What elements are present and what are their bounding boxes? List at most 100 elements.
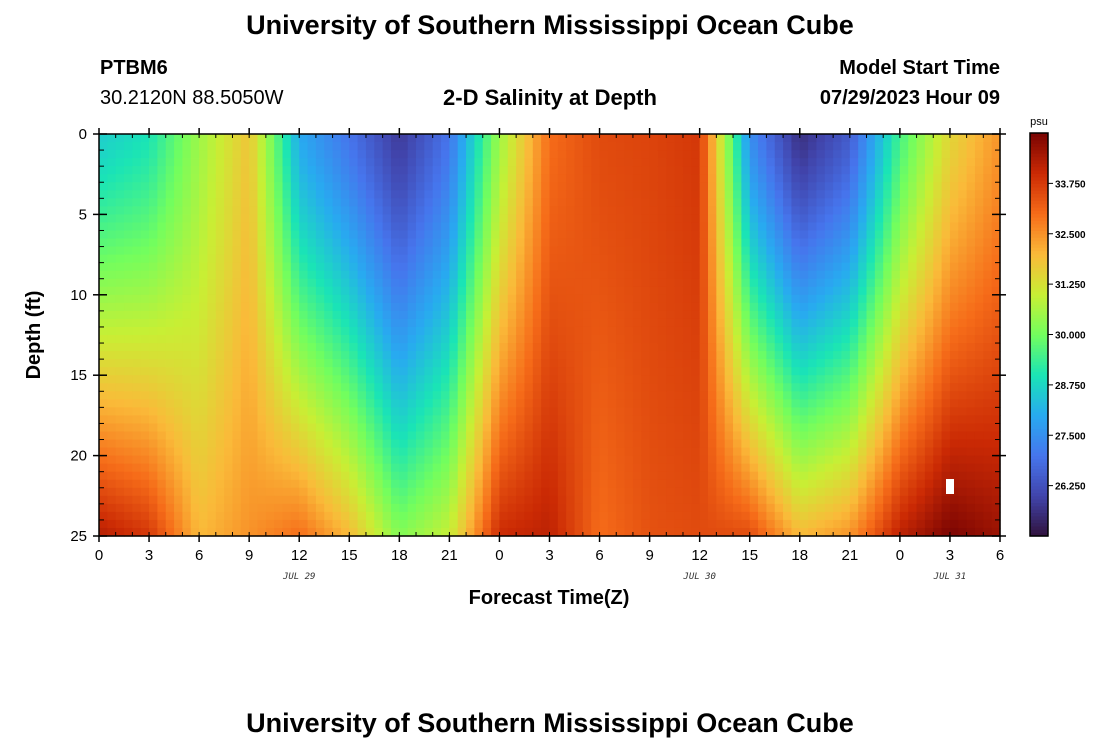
- heatmap-cell: [274, 487, 284, 497]
- heatmap-cell: [124, 455, 133, 465]
- heatmap-cell: [215, 343, 225, 352]
- heatmap-cell: [908, 270, 918, 280]
- heatmap-cell: [107, 463, 117, 473]
- heatmap-cell: [657, 286, 667, 296]
- heatmap-cell: [390, 471, 400, 481]
- heatmap-cell: [808, 318, 818, 328]
- heatmap-cell: [307, 375, 317, 384]
- heatmap-cell: [499, 278, 509, 288]
- heatmap-cell: [190, 294, 200, 304]
- heatmap-cell: [591, 431, 601, 441]
- heatmap-cell: [374, 150, 384, 159]
- heatmap-cell: [482, 262, 492, 272]
- heatmap-cell: [349, 487, 359, 497]
- heatmap-cell: [365, 335, 375, 344]
- heatmap-cell: [516, 375, 526, 384]
- heatmap-cell: [691, 527, 701, 537]
- heatmap-cell: [165, 519, 175, 529]
- heatmap-cell: [674, 487, 684, 497]
- heatmap-cell: [399, 367, 409, 376]
- heatmap-cell: [466, 278, 476, 288]
- heatmap-cell: [841, 286, 851, 296]
- heatmap-cell: [449, 415, 459, 425]
- heatmap-cell: [607, 182, 617, 191]
- heatmap-cell: [349, 455, 359, 465]
- heatmap-cell: [499, 439, 509, 449]
- heatmap-cell: [507, 174, 517, 183]
- heatmap-cell: [791, 270, 801, 280]
- heatmap-cell: [374, 343, 384, 352]
- heatmap-cell: [766, 423, 776, 433]
- heatmap-cell: [574, 359, 584, 368]
- heatmap-cell: [507, 527, 517, 537]
- heatmap-cell: [482, 246, 492, 256]
- heatmap-cell: [824, 487, 834, 497]
- heatmap-cell: [249, 182, 259, 191]
- heatmap-cell: [657, 479, 667, 489]
- heatmap-cell: [174, 495, 184, 505]
- heatmap-cell: [616, 318, 626, 328]
- heatmap-cell: [899, 511, 909, 521]
- heatmap-cell: [532, 447, 542, 457]
- heatmap-cell: [390, 174, 400, 183]
- heatmap-cell: [324, 286, 334, 296]
- heatmap-cell: [591, 166, 601, 175]
- heatmap-cell: [491, 318, 501, 328]
- heatmap-cell: [682, 423, 692, 433]
- heatmap-cell: [124, 479, 133, 489]
- heatmap-cell: [791, 375, 801, 384]
- heatmap-cell: [432, 391, 442, 400]
- heatmap-cell: [190, 222, 200, 232]
- heatmap-cell: [741, 407, 751, 416]
- heatmap-cell: [532, 270, 542, 280]
- heatmap-cell: [783, 423, 793, 433]
- heatmap-cell: [749, 190, 759, 199]
- heatmap-cell: [599, 503, 609, 513]
- heatmap-cell: [616, 479, 626, 489]
- heatmap-cell: [682, 254, 692, 264]
- heatmap-cell: [582, 359, 592, 368]
- heatmap-cell: [766, 351, 776, 360]
- heatmap-cell: [924, 431, 934, 441]
- heatmap-cell: [741, 318, 751, 328]
- heatmap-cell: [107, 359, 117, 368]
- heatmap-cell: [491, 222, 501, 232]
- heatmap-cell: [624, 439, 634, 449]
- heatmap-cell: [758, 511, 767, 521]
- heatmap-cell: [624, 407, 634, 416]
- heatmap-cell: [674, 254, 684, 264]
- heatmap-cell: [541, 222, 551, 232]
- heatmap-cell: [549, 415, 559, 425]
- heatmap-cell: [199, 222, 209, 232]
- heatmap-cell: [916, 455, 926, 465]
- heatmap-cell: [566, 222, 576, 232]
- heatmap-cell: [107, 214, 117, 224]
- heatmap-cell: [549, 463, 559, 473]
- heatmap-cell: [424, 511, 434, 521]
- heatmap-cell: [349, 230, 359, 240]
- heatmap-cell: [257, 262, 267, 272]
- heatmap-cell: [232, 383, 242, 392]
- heatmap-cell: [357, 278, 367, 288]
- heatmap-cell: [891, 190, 901, 199]
- heatmap-cell: [549, 471, 559, 481]
- heatmap-cell: [883, 254, 893, 264]
- heatmap-cell: [416, 310, 425, 320]
- heatmap-cell: [624, 182, 634, 191]
- heatmap-cell: [541, 134, 551, 143]
- heatmap-cell: [149, 134, 158, 143]
- heatmap-cell: [632, 214, 642, 224]
- heatmap-cell: [682, 359, 692, 368]
- heatmap-cell: [824, 318, 834, 328]
- heatmap-cell: [157, 407, 167, 416]
- heatmap-cell: [424, 479, 434, 489]
- heatmap-cell: [132, 431, 142, 441]
- heatmap-cell: [891, 335, 901, 344]
- heatmap-cell: [849, 511, 859, 521]
- heatmap-cell: [674, 206, 684, 215]
- heatmap-cell: [841, 318, 851, 328]
- heatmap-cell: [566, 431, 576, 441]
- heatmap-cell: [474, 431, 484, 441]
- heatmap-cell: [666, 190, 676, 199]
- heatmap-cell: [382, 262, 392, 272]
